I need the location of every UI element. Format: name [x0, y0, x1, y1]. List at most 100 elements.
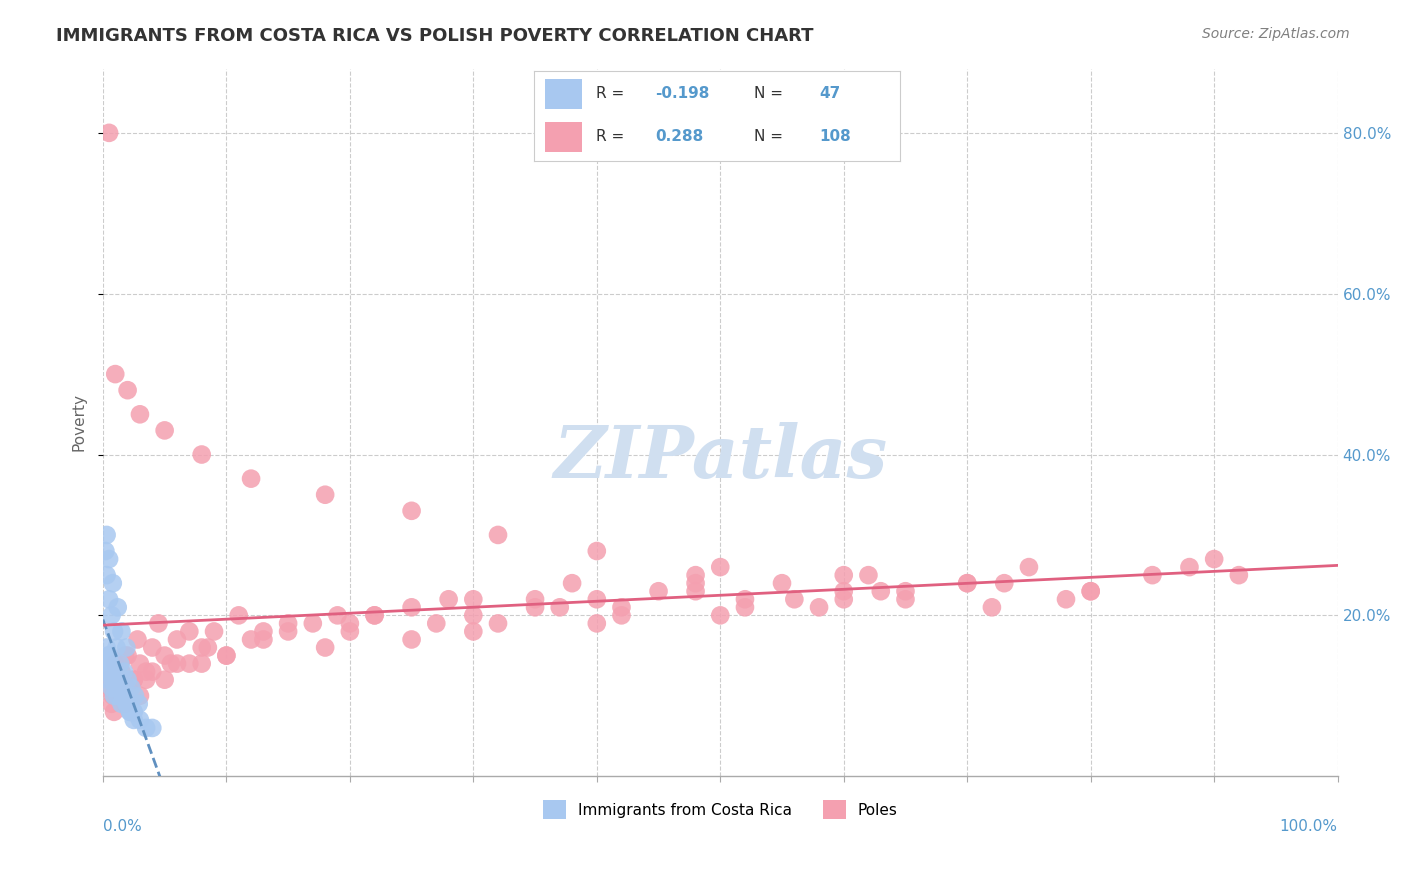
Point — [832, 584, 855, 599]
Point — [401, 632, 423, 647]
Point — [894, 592, 917, 607]
Point — [98, 592, 121, 607]
Bar — [546, 122, 582, 152]
Text: 47: 47 — [820, 87, 841, 101]
Point — [98, 665, 121, 679]
Point — [610, 608, 633, 623]
Point — [100, 697, 122, 711]
Point — [96, 681, 118, 695]
Point — [524, 600, 547, 615]
Point — [105, 640, 128, 655]
Point — [110, 624, 132, 639]
Point — [98, 673, 121, 687]
Point — [101, 665, 124, 679]
Point — [103, 689, 125, 703]
Point — [685, 584, 707, 599]
Point — [166, 657, 188, 671]
Bar — [546, 79, 582, 109]
Point — [463, 592, 485, 607]
Point — [107, 689, 129, 703]
Point — [120, 705, 142, 719]
Point — [108, 657, 131, 671]
Text: 108: 108 — [820, 129, 851, 144]
Point — [153, 648, 176, 663]
Point — [252, 632, 274, 647]
Point — [98, 648, 121, 663]
Point — [1018, 560, 1040, 574]
Point — [240, 472, 263, 486]
Point — [122, 713, 145, 727]
Point — [101, 576, 124, 591]
Point — [709, 608, 731, 623]
Point — [808, 600, 831, 615]
Point — [107, 689, 129, 703]
Point — [783, 592, 806, 607]
Point — [135, 673, 157, 687]
Point — [301, 616, 323, 631]
Point — [117, 697, 139, 711]
Point — [734, 592, 756, 607]
Point — [110, 697, 132, 711]
Point — [1178, 560, 1201, 574]
Point — [401, 600, 423, 615]
Point — [115, 697, 138, 711]
Text: IMMIGRANTS FROM COSTA RICA VS POLISH POVERTY CORRELATION CHART: IMMIGRANTS FROM COSTA RICA VS POLISH POV… — [56, 27, 814, 45]
Point — [314, 488, 336, 502]
Point — [190, 448, 212, 462]
Point — [129, 713, 152, 727]
Point — [993, 576, 1015, 591]
Point — [103, 624, 125, 639]
Point — [202, 624, 225, 639]
Point — [96, 528, 118, 542]
Point — [894, 584, 917, 599]
Point — [524, 592, 547, 607]
Point — [314, 640, 336, 655]
Point — [685, 576, 707, 591]
Point — [104, 673, 127, 687]
Point — [96, 657, 118, 671]
Point — [100, 681, 122, 695]
Point — [486, 528, 509, 542]
Point — [117, 383, 139, 397]
Point — [104, 367, 127, 381]
Text: N =: N = — [754, 129, 787, 144]
Point — [339, 616, 361, 631]
Point — [770, 576, 793, 591]
Point — [179, 624, 201, 639]
Point — [215, 648, 238, 663]
Point — [437, 592, 460, 607]
Point — [114, 689, 136, 703]
Point — [585, 544, 607, 558]
Point — [120, 681, 142, 695]
Point — [401, 504, 423, 518]
Point — [425, 616, 447, 631]
Point — [339, 624, 361, 639]
Point — [121, 705, 143, 719]
Point — [117, 648, 139, 663]
Point — [1227, 568, 1250, 582]
Point — [685, 568, 707, 582]
Point — [112, 665, 135, 679]
Point — [228, 608, 250, 623]
Point — [94, 665, 117, 679]
Point — [101, 689, 124, 703]
Text: 0.0%: 0.0% — [103, 819, 142, 834]
Point — [363, 608, 385, 623]
Point — [1142, 568, 1164, 582]
Point — [98, 673, 121, 687]
Point — [548, 600, 571, 615]
Point — [127, 632, 149, 647]
Point — [1080, 584, 1102, 599]
Point — [114, 648, 136, 663]
Point — [585, 592, 607, 607]
Point — [956, 576, 979, 591]
Point — [104, 657, 127, 671]
Point — [832, 592, 855, 607]
Point — [122, 673, 145, 687]
Point — [153, 673, 176, 687]
Point — [363, 608, 385, 623]
Point — [166, 632, 188, 647]
Point — [107, 600, 129, 615]
Point — [647, 584, 669, 599]
Point — [129, 657, 152, 671]
